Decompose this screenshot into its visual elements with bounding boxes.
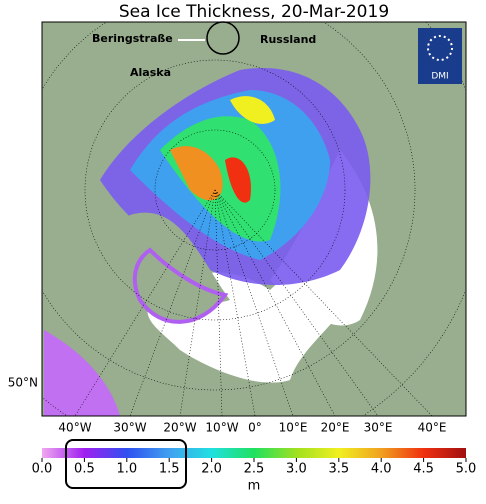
tick-label: 1.5 [159,462,180,477]
tick-label: 3.0 [286,462,307,477]
tick-label: 1.0 [116,462,137,477]
colorbar-label: m [248,479,261,494]
colorbar [42,448,466,458]
title: Sea Ice Thickness, 20-Mar-2019 [119,2,389,22]
logo-text: DMI [431,72,448,82]
tick-label: 3.5 [328,462,349,477]
lon-label: 30°W [113,421,146,435]
tick-label: 0.0 [32,462,53,477]
lat-label: 50°N [8,376,38,390]
highlight-box [65,439,187,489]
label: Beringstraße [92,32,173,45]
tick-label: 2.0 [201,462,222,477]
highlight-circle [206,21,240,55]
label: Russland [260,33,316,46]
lon-label: 20°E [321,421,350,435]
lon-label: 40°E [418,421,447,435]
logo [418,28,462,84]
tick-label: 2.5 [244,462,265,477]
lon-label: 10°E [279,421,308,435]
tick-label: 5.0 [456,462,477,477]
tick-label: 4.5 [413,462,434,477]
lon-label: 20°W [163,421,196,435]
tick-label: 4.0 [371,462,392,477]
label: Alaska [130,66,171,79]
lon-label: 40°W [58,421,91,435]
logo-mark [427,35,453,61]
map-frame [41,21,467,417]
map [42,22,466,416]
lon-label: 10°W [205,421,238,435]
lon-label: 30°E [364,421,393,435]
tick-label: 0.5 [74,462,95,477]
lon-label: 0° [248,421,262,435]
